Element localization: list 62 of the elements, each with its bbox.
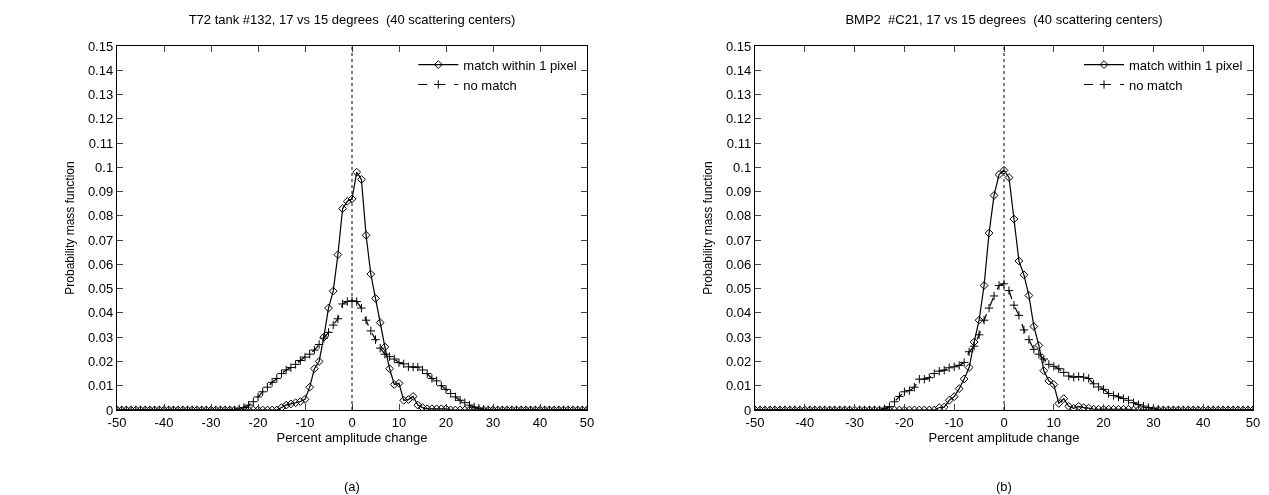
x-tick-label: 20 [1096, 414, 1111, 430]
y-tick-label: 0.08 [87, 208, 114, 224]
x-tick-label: 10 [391, 414, 407, 430]
y-tick-label: 0.02 [87, 354, 114, 370]
y-tick-label: 0.04 [725, 305, 752, 321]
y-tick-label: 0.06 [87, 256, 114, 272]
y-tick-label: 0.07 [725, 232, 752, 248]
y-tick-label: 0.09 [87, 184, 114, 200]
x-tick-label: -30 [201, 414, 221, 430]
y-tick-label: 0.03 [87, 329, 114, 345]
y-tick-label: 0.06 [725, 256, 752, 272]
y-tick-label: 0.12 [725, 111, 752, 127]
y-tick-label: 0.01 [87, 378, 114, 394]
x-tick-label: 40 [532, 414, 548, 430]
y-tick-label: 0.1 [95, 159, 114, 175]
x-tick-label: -40 [154, 414, 174, 430]
x-axis-title: Percent amplitude change [928, 430, 1080, 446]
y-tick-label: 0.03 [725, 329, 752, 345]
y-tick-label: 0.14 [87, 62, 114, 78]
y-tick-label: 0.11 [726, 135, 752, 151]
x-tick-label: -20 [248, 414, 268, 430]
legend-label: match within 1 pixel [1129, 57, 1243, 73]
y-axis-title: Probability mass function [701, 161, 716, 295]
y-tick-label: 0.13 [725, 87, 752, 103]
y-tick-label: 0.1 [733, 159, 752, 175]
y-tick-label: 0.04 [87, 305, 114, 321]
x-tick-label: 40 [1195, 414, 1211, 430]
x-tick-label: -20 [895, 414, 914, 430]
x-tick-label: -40 [795, 414, 815, 430]
text: (b) [996, 479, 1012, 494]
y-axis-title: Probability mass function [63, 161, 78, 295]
text: (a) [344, 479, 360, 494]
y-tick-label: 0.07 [87, 232, 114, 248]
y-tick-label: 0.13 [87, 87, 114, 103]
x-tick-label: 20 [438, 414, 454, 430]
y-tick-label: 0.09 [725, 184, 752, 200]
x-tick-label: 0 [348, 414, 356, 430]
x-axis-title: Percent amplitude change [276, 430, 428, 446]
y-tick-label: 0.15 [87, 38, 114, 54]
x-tick-label: 30 [485, 414, 501, 430]
x-tick-label: -30 [845, 414, 864, 430]
y-tick-label: 0.01 [725, 378, 752, 394]
y-tick-label: 0.02 [725, 354, 752, 370]
legend-label: no match [463, 77, 517, 93]
y-tick-label: 0.05 [725, 281, 752, 297]
y-tick-label: 0.11 [88, 135, 114, 151]
x-tick-label: -10 [944, 414, 964, 430]
chart-title: BMP2 #C21, 17 vs 15 degrees (40 scattering centers) [845, 11, 1163, 27]
chart-title: T72 tank #132, 17 vs 15 degrees (40 scattering centers) [188, 11, 516, 27]
x-tick-label: -10 [295, 414, 315, 430]
x-tick-label: 50 [579, 414, 595, 430]
y-tick-label: 0.08 [725, 208, 752, 224]
x-tick-label: 10 [1046, 414, 1062, 430]
y-tick-label: 0.15 [725, 38, 752, 54]
legend-label: no match [1129, 77, 1183, 93]
x-tick-label: 50 [1245, 414, 1261, 430]
x-tick-label: 0 [1000, 414, 1008, 430]
y-tick-label: 0.14 [725, 62, 752, 78]
legend-label: match within 1 pixel [463, 57, 577, 73]
x-tick-label: 30 [1146, 414, 1161, 430]
y-tick-label: 0.05 [87, 281, 114, 297]
y-tick-label: 0.12 [87, 111, 114, 127]
